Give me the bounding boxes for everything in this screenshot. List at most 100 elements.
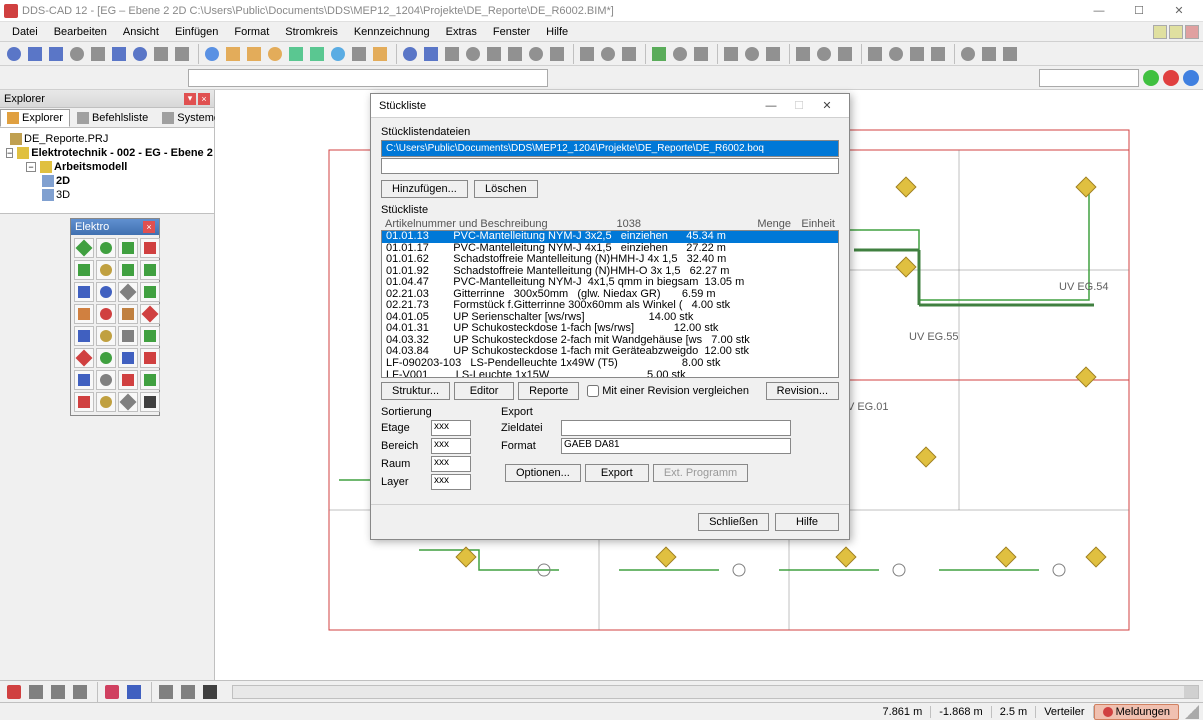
palette-button-17[interactable] <box>96 326 116 346</box>
palette-button-0[interactable] <box>74 238 94 258</box>
palette-button-9[interactable] <box>96 282 116 302</box>
maximize-button[interactable]: ☐ <box>1119 1 1159 21</box>
explorer-tab-explorer[interactable]: Explorer <box>0 109 70 127</box>
toolbar-button-25[interactable] <box>547 44 567 64</box>
palette-button-1[interactable] <box>96 238 116 258</box>
file-list-empty[interactable] <box>381 158 839 174</box>
toolbar-button-16[interactable] <box>349 44 369 64</box>
toolbar-button-37[interactable] <box>835 44 855 64</box>
editor-button[interactable]: Editor <box>454 382 514 400</box>
toolbar-button-19[interactable] <box>421 44 441 64</box>
palette-button-10[interactable] <box>118 282 138 302</box>
toolbar-button-10[interactable] <box>223 44 243 64</box>
bottom-button-6[interactable] <box>156 682 176 702</box>
format-select[interactable]: GAEB DA81 <box>561 438 791 454</box>
bottom-button-3[interactable] <box>70 682 90 702</box>
menu-einfügen[interactable]: Einfügen <box>167 24 226 40</box>
toolbar-button-34[interactable] <box>763 44 783 64</box>
toolbar-button-21[interactable] <box>463 44 483 64</box>
tree-node[interactable]: −Arbeitsmodell <box>4 160 210 174</box>
dialog-minimize-button[interactable]: — <box>757 96 785 116</box>
toolbar-button-23[interactable] <box>505 44 525 64</box>
revision-button[interactable]: Revision... <box>766 382 839 400</box>
palette-button-12[interactable] <box>74 304 94 324</box>
help-icon[interactable] <box>1183 70 1199 86</box>
explorer-tab-befehlsliste[interactable]: Befehlsliste <box>70 109 155 127</box>
palette-button-6[interactable] <box>118 260 138 280</box>
list-row[interactable]: LF-V001 LS-Leuchte 1x15W 5.00 stk <box>382 370 838 378</box>
toolbar-button-13[interactable] <box>286 44 306 64</box>
tree-node[interactable]: −Elektrotechnik - 002 - EG - Ebene 2 <box>4 146 210 160</box>
toolbar-button-43[interactable] <box>979 44 999 64</box>
toolbar-button-38[interactable] <box>865 44 885 64</box>
explorer-close-icon[interactable]: × <box>198 93 210 105</box>
toolbar-button-36[interactable] <box>814 44 834 64</box>
toolbar-button-41[interactable] <box>928 44 948 64</box>
bottom-button-5[interactable] <box>124 682 144 702</box>
toolbar-button-2[interactable] <box>46 44 66 64</box>
toolbar-button-9[interactable] <box>202 44 222 64</box>
palette-button-18[interactable] <box>118 326 138 346</box>
zieldatei-input[interactable] <box>561 420 791 436</box>
menu-datei[interactable]: Datei <box>4 24 46 40</box>
toolbar-button-24[interactable] <box>526 44 546 64</box>
toolbar-button-20[interactable] <box>442 44 462 64</box>
palette-button-27[interactable] <box>140 370 160 390</box>
palette-button-4[interactable] <box>74 260 94 280</box>
reporte-button[interactable]: Reporte <box>518 382 579 400</box>
palette-button-14[interactable] <box>118 304 138 324</box>
toolbar-button-5[interactable] <box>109 44 129 64</box>
toolbar-button-39[interactable] <box>886 44 906 64</box>
project-tree[interactable]: DE_Reporte.PRJ−Elektrotechnik - 002 - EG… <box>0 128 214 214</box>
mini-close-icon[interactable] <box>1185 25 1199 39</box>
tree-node[interactable]: 3D <box>4 188 210 202</box>
toolbar-button-8[interactable] <box>172 44 192 64</box>
toolbar-button-17[interactable] <box>370 44 390 64</box>
toolbar-button-32[interactable] <box>721 44 741 64</box>
palette-button-25[interactable] <box>96 370 116 390</box>
bereich-select[interactable]: xxx <box>431 438 471 454</box>
palette-button-20[interactable] <box>74 348 94 368</box>
palette-button-24[interactable] <box>74 370 94 390</box>
palette-button-15[interactable] <box>140 304 160 324</box>
list-row[interactable]: LF-090203-103 LS-Pendelleuchte 1x49W (T5… <box>382 358 838 370</box>
add-button[interactable]: Hinzufügen... <box>381 180 468 198</box>
layer-select[interactable]: xxx <box>431 474 471 490</box>
bottom-button-2[interactable] <box>48 682 68 702</box>
palette-button-3[interactable] <box>140 238 160 258</box>
bottom-button-1[interactable] <box>26 682 46 702</box>
toolbar-button-0[interactable] <box>4 44 24 64</box>
toolbar-button-15[interactable] <box>328 44 348 64</box>
menu-extras[interactable]: Extras <box>438 24 485 40</box>
list-row[interactable]: 01.01.62 Schadstoffreie Mantelleitung (N… <box>382 254 838 266</box>
status-red-icon[interactable] <box>1163 70 1179 86</box>
toolbar-button-12[interactable] <box>265 44 285 64</box>
dialog-maximize-button[interactable]: ☐ <box>785 96 813 116</box>
menu-hilfe[interactable]: Hilfe <box>538 24 576 40</box>
toolbar-button-6[interactable] <box>130 44 150 64</box>
palette-button-19[interactable] <box>140 326 160 346</box>
menu-fenster[interactable]: Fenster <box>485 24 538 40</box>
toolbar-button-7[interactable] <box>151 44 171 64</box>
palette-button-13[interactable] <box>96 304 116 324</box>
toolbar-button-27[interactable] <box>598 44 618 64</box>
revision-checkbox[interactable]: Mit einer Revision vergleichen <box>587 385 749 397</box>
status-green-icon[interactable] <box>1143 70 1159 86</box>
parts-listbox[interactable]: 01.01.13 PVC-Mantelleitung NYM-J 3x2,5 e… <box>381 230 839 378</box>
etage-select[interactable]: xxx <box>431 420 471 436</box>
resize-grip-icon[interactable] <box>1185 705 1199 719</box>
palette-button-30[interactable] <box>118 392 138 412</box>
mini-max-icon[interactable] <box>1169 25 1183 39</box>
toolbar-button-22[interactable] <box>484 44 504 64</box>
list-row[interactable]: 01.01.13 PVC-Mantelleitung NYM-J 3x2,5 e… <box>382 231 838 243</box>
palette-button-22[interactable] <box>118 348 138 368</box>
palette-button-11[interactable] <box>140 282 160 302</box>
tree-node[interactable]: 2D <box>4 174 210 188</box>
palette-button-21[interactable] <box>96 348 116 368</box>
toolbar-button-3[interactable] <box>67 44 87 64</box>
struktur-button[interactable]: Struktur... <box>381 382 450 400</box>
bottom-button-4[interactable] <box>102 682 122 702</box>
palette-button-5[interactable] <box>96 260 116 280</box>
palette-button-26[interactable] <box>118 370 138 390</box>
raum-select[interactable]: xxx <box>431 456 471 472</box>
